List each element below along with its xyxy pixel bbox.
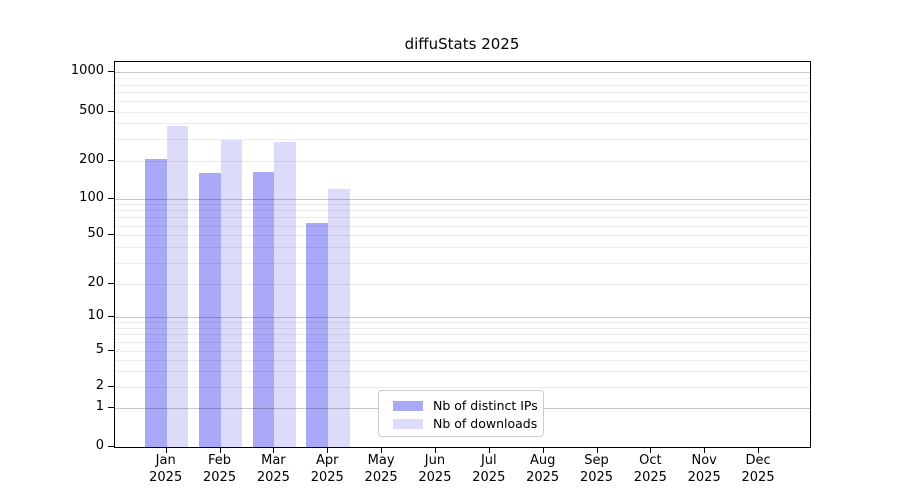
- minor-gridline: [115, 387, 810, 388]
- x-tick: [327, 447, 329, 453]
- x-tick: [381, 447, 383, 453]
- bar-distinct-ips: [198, 173, 221, 447]
- y-tick-label: 200: [79, 151, 104, 167]
- y-tick-label: 1: [95, 398, 104, 414]
- y-tick-label: 500: [79, 102, 104, 118]
- legend-label: Nb of downloads: [433, 416, 538, 431]
- x-tick: [165, 447, 167, 453]
- minor-gridline: [115, 78, 810, 79]
- y-tick: [108, 446, 114, 447]
- x-tick-label: May 2025: [364, 453, 398, 485]
- chart-title: diffuStats 2025: [404, 35, 520, 53]
- x-tick: [758, 447, 760, 453]
- bar-downloads: [328, 188, 351, 447]
- minor-gridline: [115, 225, 810, 227]
- y-tick-label: 2: [95, 378, 104, 393]
- x-tick: [434, 447, 436, 453]
- major-gridline: [115, 316, 810, 318]
- legend-item-downloads: Nb of downloads: [393, 415, 543, 433]
- x-tick-label: Feb 2025: [203, 453, 237, 485]
- minor-gridline: [115, 341, 810, 343]
- minor-gridline: [115, 138, 810, 140]
- minor-gridline: [115, 210, 810, 212]
- y-tick: [108, 197, 114, 199]
- y-tick: [108, 406, 114, 408]
- minor-gridline: [115, 247, 810, 249]
- x-tick-label: Apr 2025: [310, 453, 344, 485]
- bar-downloads: [166, 126, 189, 447]
- legend-label: Nb of distinct IPs: [433, 398, 538, 413]
- x-tick: [273, 447, 275, 453]
- x-tick: [219, 447, 221, 453]
- y-tick-label: 50: [87, 226, 104, 242]
- x-tick-label: Mar 2025: [256, 453, 290, 485]
- x-tick-label: Nov 2025: [687, 453, 721, 485]
- x-tick: [650, 447, 652, 453]
- x-tick-label: Jul 2025: [472, 453, 506, 485]
- y-tick-label: 10: [87, 307, 104, 323]
- y-tick-label: 1000: [70, 63, 104, 78]
- y-tick-label: 5: [95, 342, 104, 357]
- bar-distinct-ips: [144, 159, 167, 447]
- legend-item-distinct-ips: Nb of distinct IPs: [393, 397, 543, 415]
- minor-gridline: [115, 123, 810, 125]
- x-tick-label: Sep 2025: [579, 453, 614, 485]
- y-tick: [108, 234, 114, 236]
- minor-gridline: [115, 284, 810, 286]
- x-tick: [542, 447, 544, 453]
- minor-gridline: [115, 84, 810, 86]
- y-tick: [108, 110, 114, 112]
- minor-gridline: [115, 371, 810, 373]
- x-tick: [704, 447, 706, 453]
- legend: Nb of distinct IPs Nb of downloads: [378, 390, 544, 437]
- legend-swatch-downloads: [393, 419, 423, 429]
- y-tick-label: 20: [87, 275, 104, 291]
- minor-gridline: [115, 334, 810, 336]
- minor-gridline: [115, 351, 810, 352]
- minor-gridline: [115, 327, 810, 329]
- minor-gridline: [115, 262, 810, 264]
- y-tick: [108, 71, 114, 72]
- bar-distinct-ips: [252, 171, 275, 447]
- x-tick-label: Dec 2025: [741, 453, 775, 485]
- bar-downloads: [220, 139, 243, 447]
- x-tick-label: Aug 2025: [526, 453, 560, 485]
- bar-downloads: [274, 142, 297, 447]
- y-tick: [108, 315, 114, 317]
- bar-distinct-ips: [306, 223, 329, 447]
- minor-gridline: [115, 359, 810, 361]
- major-gridline: [115, 198, 810, 200]
- major-gridline: [115, 72, 810, 73]
- y-tick: [108, 283, 114, 285]
- minor-gridline: [115, 101, 810, 103]
- x-tick-label: Oct 2025: [633, 453, 667, 485]
- y-tick: [108, 386, 114, 387]
- y-tick-label: 100: [79, 189, 104, 205]
- y-tick-label: 0: [95, 438, 104, 453]
- x-tick: [488, 447, 490, 453]
- x-tick-label: Jun 2025: [418, 453, 452, 485]
- minor-gridline: [115, 204, 810, 206]
- minor-gridline: [115, 321, 810, 323]
- x-tick: [596, 447, 598, 453]
- x-tick-label: Jan 2025: [149, 453, 183, 485]
- bars-layer: [115, 62, 810, 447]
- minor-gridline: [115, 160, 810, 162]
- legend-swatch-distinct-ips: [393, 401, 423, 411]
- minor-gridline: [115, 111, 810, 113]
- minor-gridline: [115, 235, 810, 237]
- minor-gridline: [115, 217, 810, 219]
- y-tick: [108, 350, 114, 351]
- y-tick: [108, 159, 114, 161]
- minor-gridline: [115, 92, 810, 94]
